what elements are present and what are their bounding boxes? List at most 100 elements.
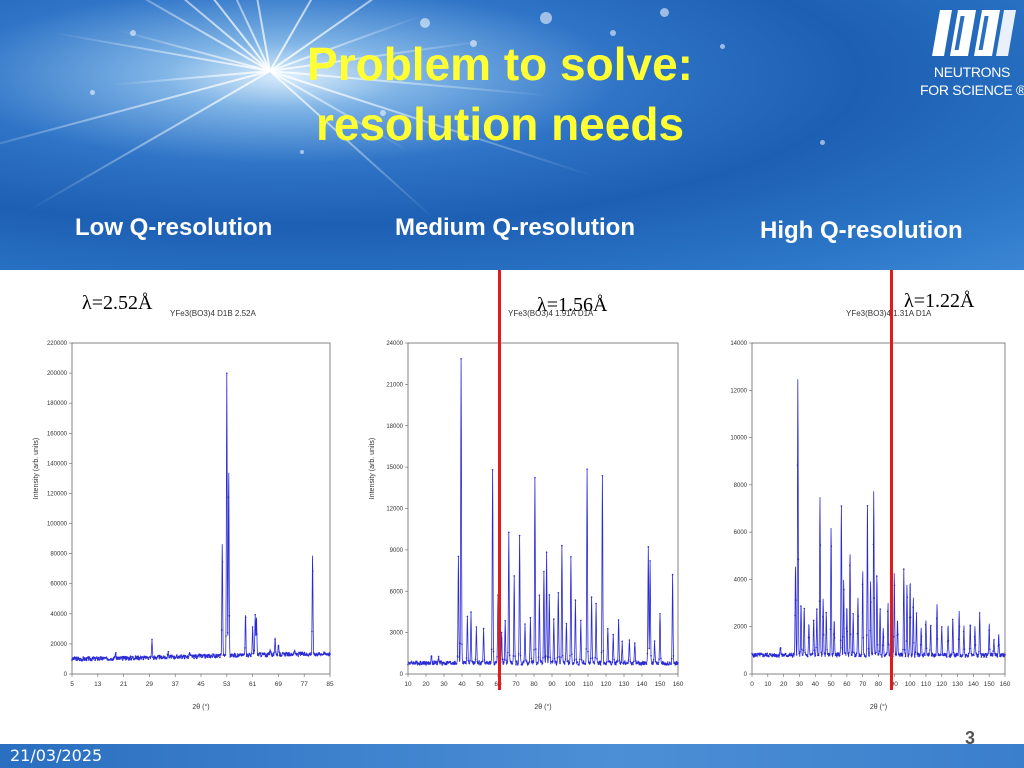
data-point [780,653,783,655]
data-point [525,659,527,661]
data-point [553,657,556,660]
data-point [540,660,542,662]
y-tick-label: 120000 [47,491,68,497]
data-point [276,654,279,657]
data-point [295,654,298,656]
data-point [407,663,409,666]
data-point [861,583,864,586]
data-point [464,661,467,664]
data-point [266,655,268,658]
data-point [491,469,494,471]
data-point [270,652,273,654]
data-point [564,658,567,660]
data-point [565,622,568,625]
data-point [783,654,785,657]
data-point [620,661,623,664]
data-point [563,663,566,665]
data-point [313,652,316,655]
data-point [269,650,272,653]
data-point [73,656,76,658]
data-point [535,648,537,650]
data-point [465,657,468,659]
data-point [555,664,558,666]
data-point [764,652,767,655]
data-point [788,653,790,656]
data-point [752,654,754,656]
data-point [902,648,904,651]
data-point [852,613,854,615]
data-point [293,652,295,654]
data-point [844,652,847,654]
banner-light-spot [470,40,477,47]
data-point [118,658,121,660]
data-point [945,653,947,655]
data-point [256,633,258,635]
data-point [604,662,606,665]
data-point [804,651,806,654]
data-point [184,654,187,657]
data-point [532,660,534,662]
data-point [643,663,645,666]
data-point [487,663,489,665]
x-tick-label: 160 [673,681,684,688]
x-tick-label: 120 [936,681,947,688]
data-point [885,653,887,655]
data-point [296,652,299,655]
data-point [126,656,128,658]
y-tick-label: 12000 [730,388,747,394]
data-point [851,651,854,653]
data-point [478,660,480,662]
data-point [819,544,822,546]
x-tick-label: 90 [548,681,556,688]
data-point [774,654,777,656]
data-point [150,655,152,658]
data-point [207,656,209,658]
data-point [587,650,589,653]
data-point [100,658,102,661]
data-point [973,636,976,638]
data-point [975,652,978,655]
data-point [127,657,129,660]
data-point [876,644,879,646]
data-point [257,653,260,655]
data-point [873,597,876,599]
data-point [75,656,78,659]
data-point [412,661,415,663]
data-point [610,663,613,666]
data-point [879,608,881,610]
data-point [877,653,880,655]
data-point [808,636,811,639]
data-point [290,652,293,655]
data-point [925,647,928,650]
x-tick-label: 20 [780,681,788,688]
data-point [654,660,657,663]
data-point [232,655,235,658]
data-point [545,551,548,553]
chart-title-high: YFe3(BO3)4 1.31A D1A [846,309,932,318]
data-point [315,653,318,655]
data-point [811,653,813,656]
data-point [187,657,189,660]
data-point [195,654,197,656]
plot-frame [407,342,679,675]
data-point [795,599,797,601]
data-point [548,594,551,596]
data-point [568,661,570,664]
data-point [121,656,123,659]
data-point [813,649,816,651]
data-point [328,654,330,657]
data-point [833,633,835,635]
data-point [468,662,470,665]
data-point [437,655,440,658]
data-point [598,663,600,665]
data-point [1004,653,1006,656]
data-point [460,358,462,360]
data-point [622,662,624,665]
data-point [756,655,758,657]
data-point [228,615,231,617]
plot-frame [751,342,1006,675]
data-point [881,644,884,646]
data-point [488,661,490,664]
x-tick-label: 130 [952,681,963,688]
x-tick-label: 77 [301,681,309,688]
